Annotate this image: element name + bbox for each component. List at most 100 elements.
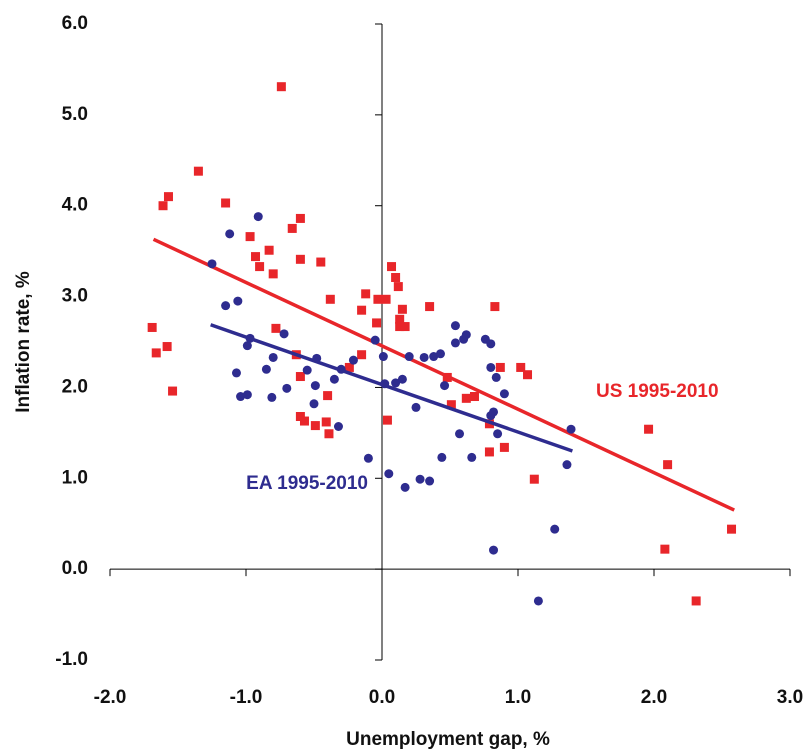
point bbox=[357, 305, 367, 315]
point bbox=[225, 229, 235, 239]
point bbox=[221, 301, 231, 311]
point bbox=[207, 259, 217, 269]
point bbox=[450, 321, 460, 331]
point bbox=[415, 474, 425, 484]
y-tick-label: 4.0 bbox=[62, 195, 88, 216]
point bbox=[309, 399, 319, 409]
point bbox=[158, 201, 168, 211]
point bbox=[486, 339, 496, 349]
point bbox=[400, 482, 410, 492]
point bbox=[644, 424, 654, 434]
point bbox=[271, 323, 281, 333]
point bbox=[391, 272, 401, 282]
point bbox=[310, 421, 320, 431]
point bbox=[333, 421, 343, 431]
point bbox=[435, 349, 445, 359]
x-tick-label: 0.0 bbox=[369, 687, 395, 708]
trend-line bbox=[210, 323, 573, 453]
point bbox=[231, 368, 241, 378]
y-tick-label: 2.0 bbox=[62, 376, 88, 397]
point bbox=[440, 381, 450, 391]
point bbox=[495, 362, 505, 372]
point bbox=[450, 338, 460, 348]
point bbox=[727, 524, 737, 534]
trend-line bbox=[152, 237, 735, 512]
point bbox=[395, 314, 405, 324]
point bbox=[295, 254, 305, 264]
point bbox=[400, 322, 410, 332]
point bbox=[282, 383, 292, 393]
x-tick-label: -2.0 bbox=[94, 687, 127, 708]
point bbox=[242, 390, 252, 400]
point bbox=[302, 365, 312, 375]
point bbox=[151, 348, 161, 358]
y-tick-label: 6.0 bbox=[62, 13, 88, 34]
point bbox=[357, 350, 367, 360]
point bbox=[253, 212, 263, 222]
point bbox=[411, 402, 421, 412]
point bbox=[437, 452, 447, 462]
x-tick-label: 1.0 bbox=[505, 687, 531, 708]
point bbox=[295, 372, 305, 382]
point bbox=[499, 442, 509, 452]
point bbox=[193, 166, 203, 176]
point bbox=[391, 378, 401, 388]
y-tick-label: 3.0 bbox=[62, 286, 88, 307]
series-label: EA 1995-2010 bbox=[246, 473, 368, 494]
x-tick-label: 2.0 bbox=[641, 687, 667, 708]
point bbox=[233, 296, 243, 306]
point bbox=[295, 213, 305, 223]
point bbox=[162, 342, 172, 352]
point bbox=[425, 302, 435, 312]
point bbox=[221, 198, 231, 208]
point bbox=[382, 415, 392, 425]
point bbox=[264, 245, 274, 255]
point bbox=[267, 392, 277, 402]
point bbox=[425, 476, 435, 486]
point bbox=[489, 545, 499, 555]
x-tick-label: 3.0 bbox=[777, 687, 803, 708]
point bbox=[404, 352, 414, 362]
point bbox=[348, 355, 358, 365]
point bbox=[310, 381, 320, 391]
point bbox=[562, 460, 572, 470]
point bbox=[242, 341, 252, 351]
point bbox=[490, 302, 500, 312]
x-tick-label: -1.0 bbox=[230, 687, 263, 708]
point bbox=[321, 417, 331, 427]
point bbox=[287, 223, 297, 233]
point bbox=[429, 352, 439, 362]
point bbox=[491, 372, 501, 382]
point bbox=[329, 374, 339, 384]
point bbox=[236, 392, 246, 402]
point bbox=[493, 429, 503, 439]
point bbox=[370, 335, 380, 345]
point bbox=[469, 392, 479, 402]
y-axis-label: Inflation rate, % bbox=[13, 271, 34, 413]
point bbox=[455, 429, 465, 439]
point bbox=[461, 330, 471, 340]
point bbox=[325, 294, 335, 304]
point bbox=[384, 469, 394, 479]
point bbox=[344, 362, 354, 372]
point bbox=[147, 322, 157, 332]
point bbox=[486, 362, 496, 372]
y-tick-label: 1.0 bbox=[62, 467, 88, 488]
point bbox=[419, 352, 429, 362]
point bbox=[324, 429, 334, 439]
point bbox=[523, 370, 533, 380]
point bbox=[533, 596, 543, 606]
point bbox=[387, 262, 397, 272]
point bbox=[397, 304, 407, 314]
point bbox=[251, 252, 261, 262]
y-tick-label: 5.0 bbox=[62, 104, 88, 125]
point bbox=[261, 364, 271, 374]
point bbox=[276, 82, 286, 92]
point bbox=[446, 400, 456, 410]
point bbox=[467, 452, 477, 462]
point bbox=[268, 269, 278, 279]
point bbox=[163, 192, 173, 202]
point bbox=[378, 352, 388, 362]
series-label: US 1995-2010 bbox=[596, 381, 719, 402]
